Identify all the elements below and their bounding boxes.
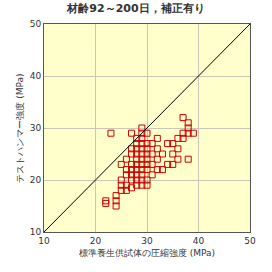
svg-text:30: 30 (30, 123, 42, 133)
svg-text:標準養生供試体の圧縮強度 (MPa): 標準養生供試体の圧縮強度 (MPa) (79, 248, 215, 258)
svg-text:材齢92～200日，補正有り: 材齢92～200日，補正有り (66, 2, 204, 15)
svg-text:30: 30 (141, 236, 153, 246)
svg-text:10: 10 (38, 236, 50, 246)
svg-text:40: 40 (193, 236, 205, 246)
svg-text:テストハンマー強度 (MPa): テストハンマー強度 (MPa) (15, 73, 25, 182)
svg-text:50: 50 (244, 236, 256, 246)
svg-text:20: 20 (30, 175, 42, 185)
svg-text:10: 10 (30, 227, 42, 237)
svg-text:50: 50 (30, 19, 42, 29)
svg-text:20: 20 (90, 236, 102, 246)
svg-text:40: 40 (30, 71, 42, 81)
